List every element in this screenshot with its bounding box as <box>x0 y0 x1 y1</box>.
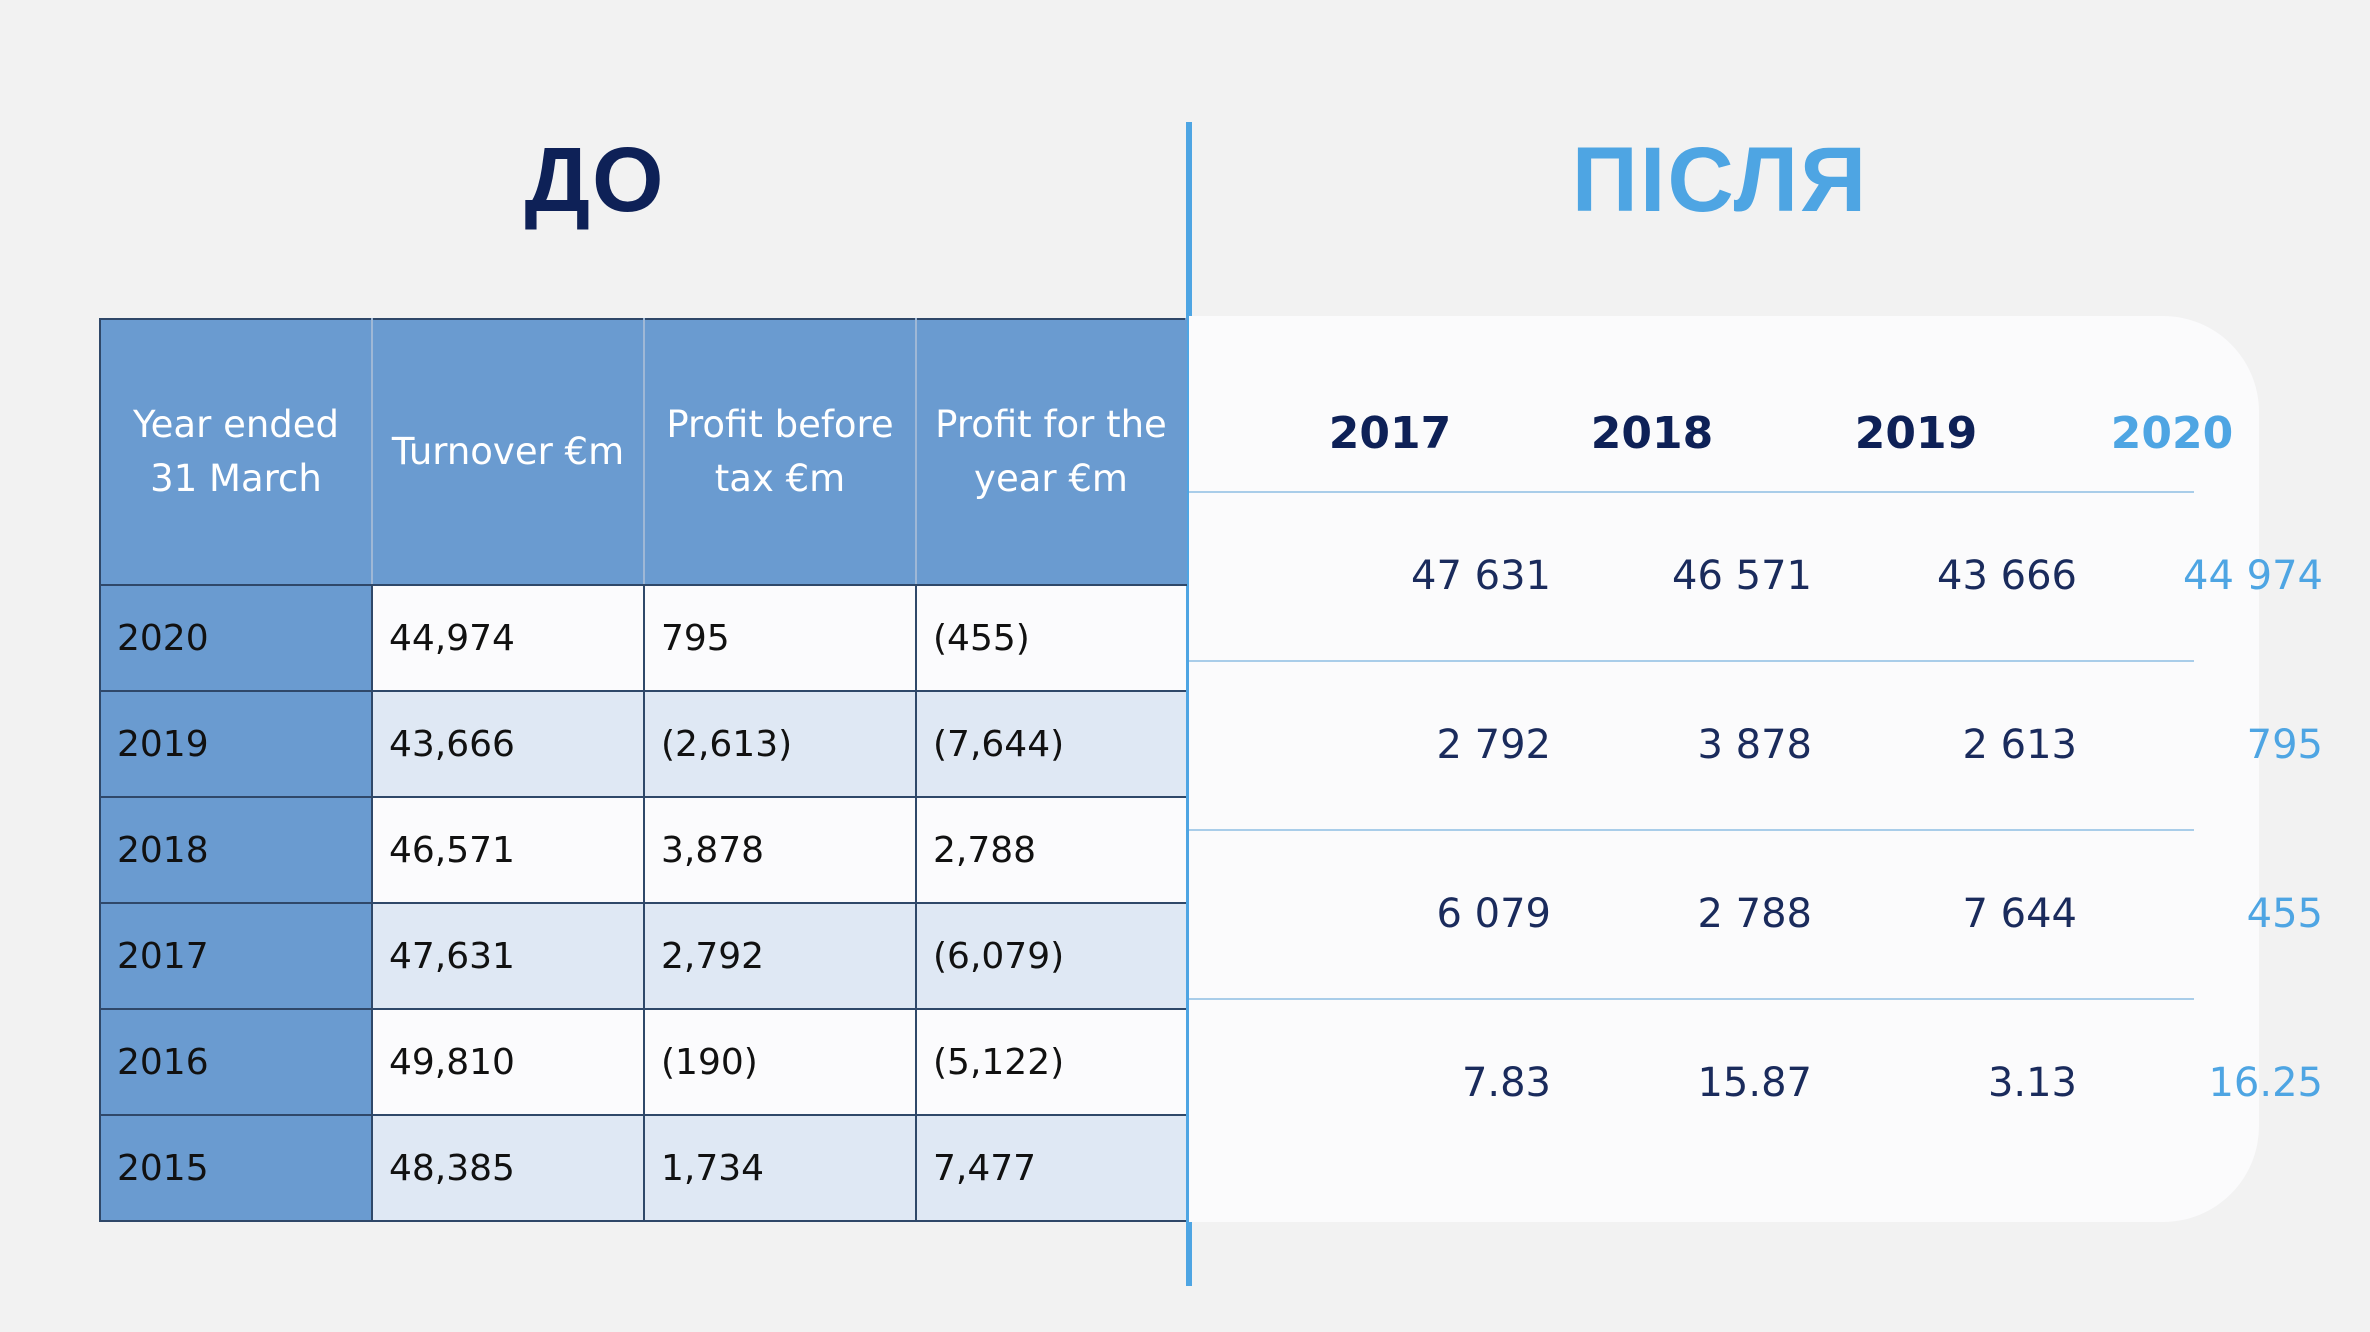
value-cell: 3 878 <box>1697 722 1812 768</box>
value-cell: 7 644 <box>1962 891 2077 937</box>
value-cell: 47 631 <box>1411 553 1551 599</box>
profit-for-year-cell: (455) <box>915 584 1186 692</box>
table-row: 2015 48,385 1,734 7,477 <box>99 1114 1186 1222</box>
after-heading: ПІСЛЯ <box>1571 129 1869 231</box>
profit-before-tax-cell: 1,734 <box>643 1114 917 1222</box>
value-cell: 15.87 <box>1697 1060 1812 1106</box>
profit-for-year-cell: (5,122) <box>915 1008 1186 1116</box>
profit-for-year-cell: 7,477 <box>915 1114 1186 1222</box>
year-cell: 2019 <box>99 690 373 798</box>
header-profit-before-tax: Profit before tax €m <box>643 318 917 586</box>
year-cell: 2016 <box>99 1008 373 1116</box>
table-row: 2019 43,666 (2,613) (7,644) <box>99 690 1186 798</box>
value-cell-current: 16.25 <box>2208 1060 2323 1106</box>
before-table-header-row: Year ended 31 March Turnover €m Profit be… <box>99 318 1187 586</box>
year-header: 2017 <box>1328 408 1452 459</box>
profit-before-tax-cell: 2,792 <box>643 902 917 1010</box>
value-cell-current: 795 <box>2246 722 2323 768</box>
table-row: 7.83 15.87 3.13 16.25 <box>1189 1000 2323 1167</box>
before-table: Year ended 31 March Turnover €m Profit be… <box>99 318 1187 1222</box>
profit-before-tax-cell: (190) <box>643 1008 917 1116</box>
after-table-header-row: 2017 2018 2019 2020 <box>1189 316 2233 493</box>
value-cell-current: 455 <box>2246 891 2323 937</box>
turnover-cell: 49,810 <box>371 1008 645 1116</box>
after-card: 2017 2018 2019 2020 47 631 46 571 43 666… <box>1189 316 2323 1222</box>
turnover-cell: 48,385 <box>371 1114 645 1222</box>
value-cell: 2 613 <box>1962 722 2077 768</box>
table-row: 2020 44,974 795 (455) <box>99 584 1186 692</box>
table-row: 2 792 3 878 2 613 795 <box>1189 662 2323 831</box>
table-row: 2018 46,571 3,878 2,788 <box>99 796 1186 904</box>
year-cell: 2017 <box>99 902 373 1010</box>
profit-before-tax-cell: 795 <box>643 584 917 692</box>
value-cell: 43 666 <box>1937 553 2077 599</box>
year-cell: 2015 <box>99 1114 373 1222</box>
value-cell: 7.83 <box>1461 1060 1551 1106</box>
table-row: 6 079 2 788 7 644 455 <box>1189 831 2323 1000</box>
year-cell: 2020 <box>99 584 373 692</box>
value-cell: 3.13 <box>1987 1060 2077 1106</box>
turnover-cell: 46,571 <box>371 796 645 904</box>
table-row: 2017 47,631 2,792 (6,079) <box>99 902 1186 1010</box>
year-header: 2018 <box>1590 408 1714 459</box>
before-heading: ДО <box>524 129 666 231</box>
profit-for-year-cell: 2,788 <box>915 796 1186 904</box>
turnover-cell: 47,631 <box>371 902 645 1010</box>
turnover-cell: 44,974 <box>371 584 645 692</box>
year-cell: 2018 <box>99 796 373 904</box>
year-header: 2019 <box>1854 408 1978 459</box>
year-header-current: 2020 <box>2110 408 2234 459</box>
profit-for-year-cell: (7,644) <box>915 690 1186 798</box>
header-turnover: Turnover €m <box>371 318 645 586</box>
header-year-ended: Year ended 31 March <box>99 318 373 586</box>
value-cell: 46 571 <box>1672 553 1812 599</box>
value-cell-current: 44 974 <box>2183 553 2323 599</box>
value-cell: 2 792 <box>1436 722 1551 768</box>
profit-before-tax-cell: (2,613) <box>643 690 917 798</box>
header-profit-for-year: Profit for the year €m <box>915 318 1187 586</box>
turnover-cell: 43,666 <box>371 690 645 798</box>
profit-for-year-cell: (6,079) <box>915 902 1186 1010</box>
value-cell: 2 788 <box>1697 891 1812 937</box>
table-row: 2016 49,810 (190) (5,122) <box>99 1008 1186 1116</box>
profit-before-tax-cell: 3,878 <box>643 796 917 904</box>
value-cell: 6 079 <box>1436 891 1551 937</box>
table-row: 47 631 46 571 43 666 44 974 <box>1189 493 2323 662</box>
